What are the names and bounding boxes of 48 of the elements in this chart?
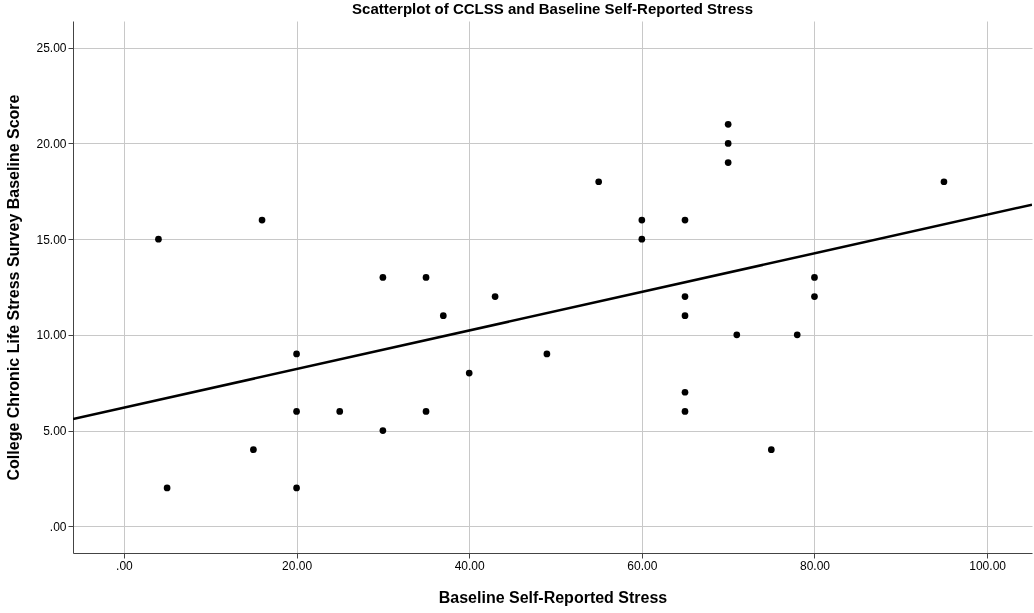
y-tick-label: 15.00 — [36, 232, 67, 247]
point — [465, 369, 473, 377]
point — [733, 331, 741, 339]
point — [595, 178, 603, 186]
point — [439, 312, 447, 320]
x-tick-label: .00 — [116, 558, 134, 573]
point — [724, 120, 732, 128]
y-axis-title: College Chronic Life Stress Survey Baseline Score — [5, 94, 23, 481]
x-axis-title: Baseline Self-Reported Stress — [438, 588, 668, 606]
y-tick-label: .00 — [49, 519, 67, 534]
chart-title: Scatterplot of CCLSS and Baseline Self-Reported Stress — [352, 0, 753, 17]
x-tick-label: 80.00 — [799, 558, 831, 573]
point — [293, 408, 300, 415]
point — [422, 274, 430, 281]
point — [681, 293, 689, 300]
y-tick-label: 5.00 — [43, 424, 67, 439]
point — [422, 408, 430, 415]
point — [724, 140, 732, 147]
point — [543, 350, 551, 358]
y-tick-label: 25.00 — [36, 41, 67, 56]
point — [767, 446, 775, 454]
point — [793, 331, 801, 339]
point — [724, 159, 732, 166]
x-tick-label: 20.00 — [282, 558, 313, 573]
x-tick-label: 60.00 — [627, 558, 658, 573]
point — [491, 293, 499, 300]
x-tick-label: 100.00 — [969, 558, 1007, 573]
point — [293, 350, 300, 358]
point — [293, 484, 300, 492]
y-tick-label: 20.00 — [36, 136, 67, 151]
point — [379, 427, 387, 434]
point — [155, 235, 162, 243]
point — [163, 484, 171, 492]
point — [258, 216, 266, 224]
point — [638, 235, 646, 243]
point — [940, 178, 948, 186]
point — [681, 312, 689, 320]
point — [250, 446, 257, 454]
x-tick-label: 40.00 — [454, 558, 486, 573]
point — [638, 216, 646, 224]
point — [681, 408, 689, 415]
y-tick-label: 10.00 — [36, 328, 67, 343]
point — [681, 216, 689, 224]
point — [811, 293, 818, 300]
point — [336, 408, 344, 415]
point — [681, 388, 689, 396]
point — [811, 274, 818, 281]
point — [379, 274, 387, 281]
